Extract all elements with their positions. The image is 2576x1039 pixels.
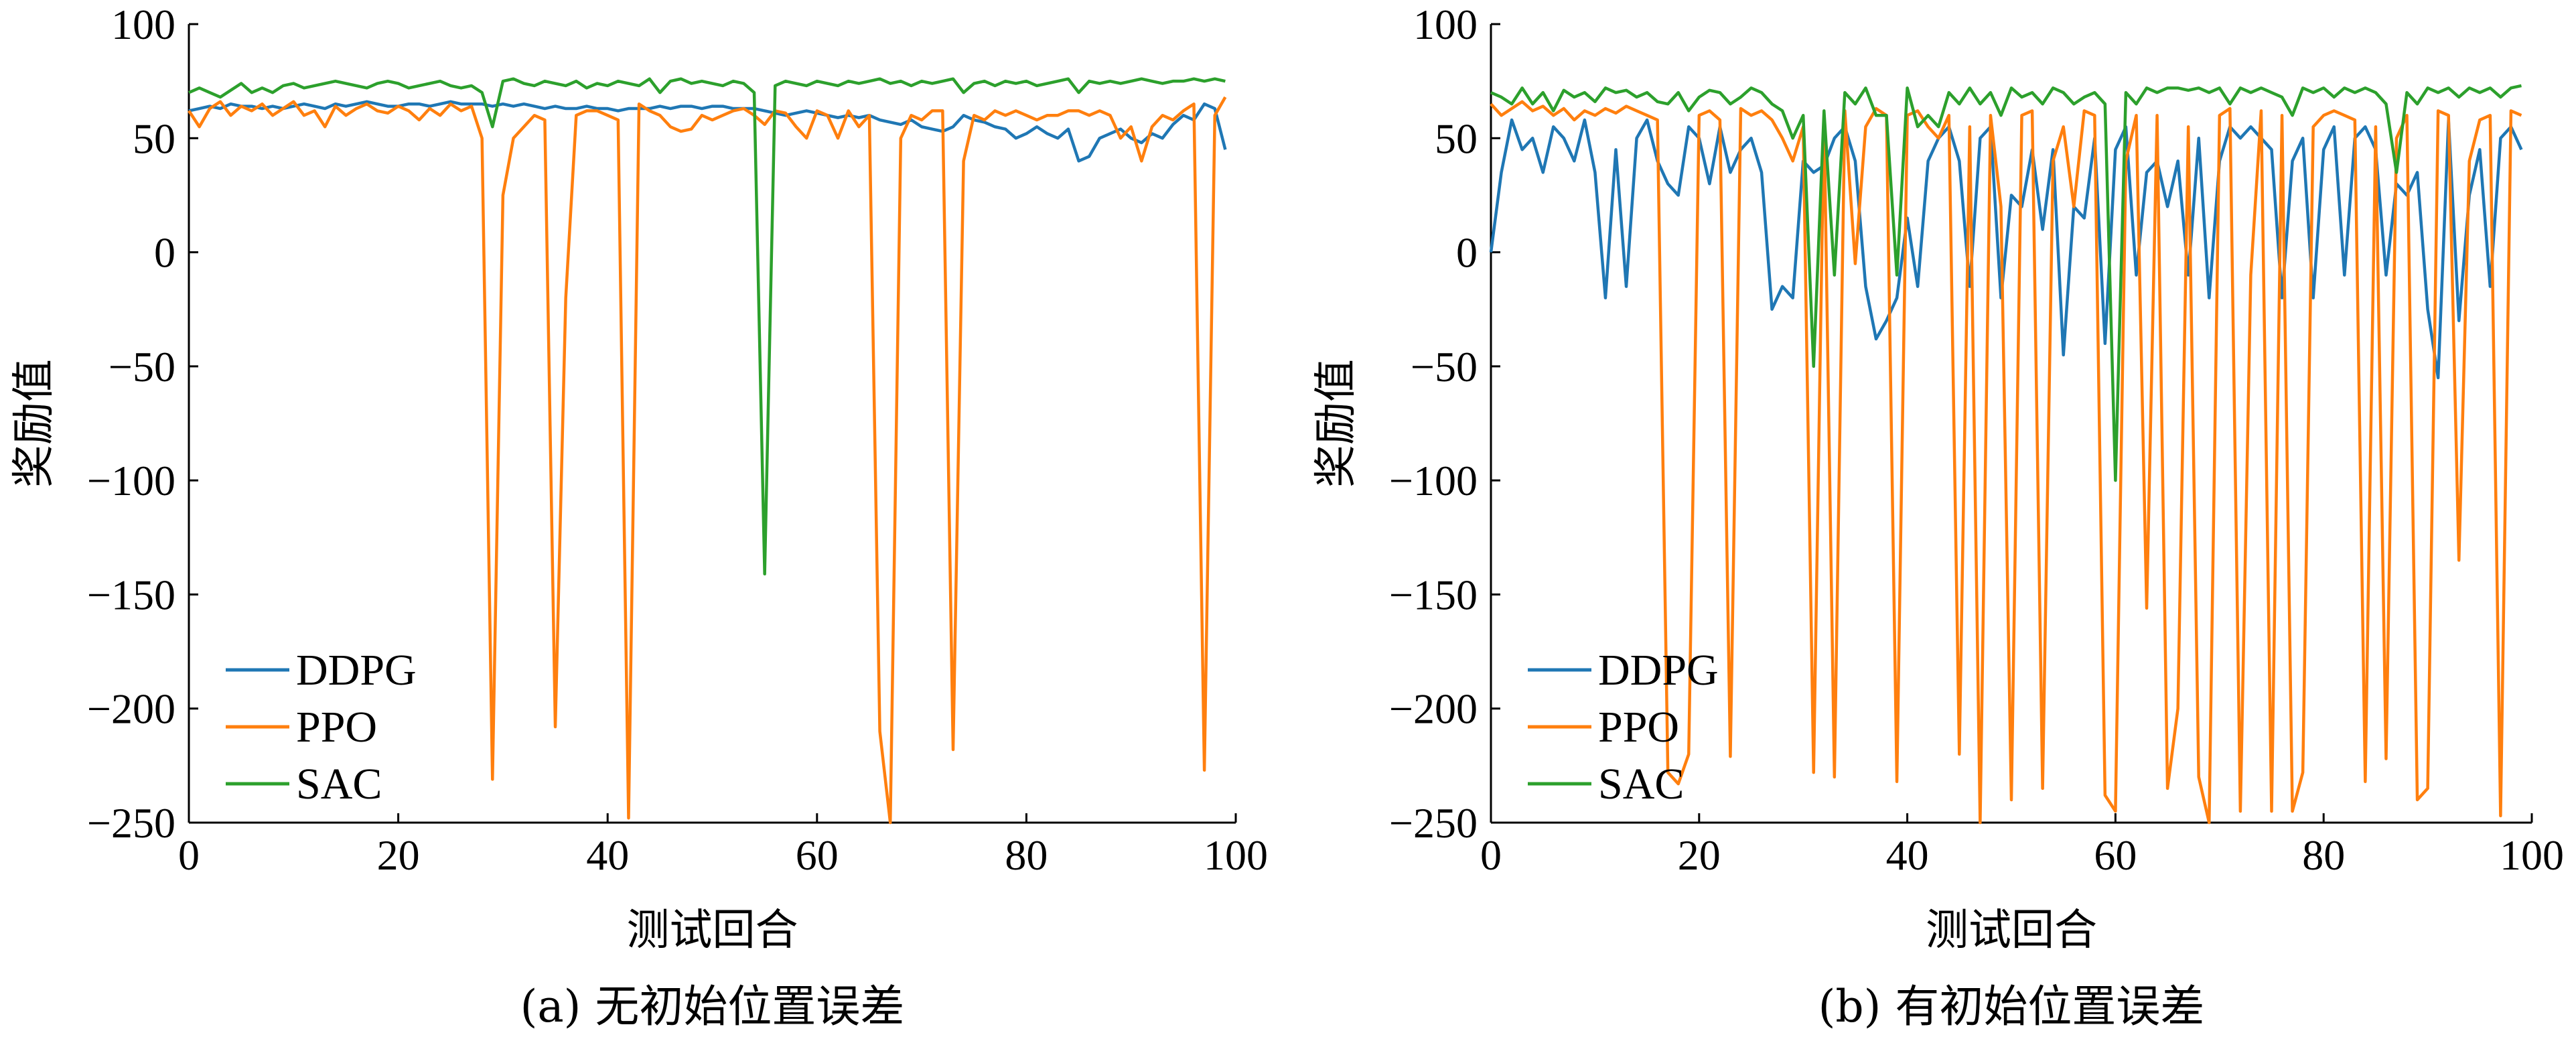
x-tick-label: 0 [178,831,200,879]
y-tick-label: −50 [109,343,175,391]
legend-label-ddpg: DDPG [296,646,417,695]
x-tick-label: 40 [586,831,629,879]
series-line-sac [188,77,1226,576]
x-axis-label: 测试回合 [627,906,798,955]
y-axis-label: 奖励值 [1311,359,1361,488]
y-tick-label: −100 [1389,457,1478,504]
subfigure-caption: (a) 无初始位置误差 [520,981,905,1032]
x-tick-label: 20 [377,831,420,879]
legend-label-sac: SAC [296,760,382,809]
series-line-ddpg [1489,118,2523,380]
x-tick-label: 100 [2500,831,2564,879]
y-tick-label: −250 [87,799,175,847]
legend-label-sac: SAC [1598,760,1684,809]
x-tick-label: 0 [1480,831,1502,879]
legend-label-ddpg: DDPG [1598,646,1719,695]
y-tick-label: 50 [1435,115,1478,162]
x-axis-label: 测试回合 [1926,906,2097,955]
x-tick-label: 20 [1678,831,1721,879]
x-tick-label: 40 [1886,831,1929,879]
series-line-ddpg [188,100,1227,163]
series-line-ppo [188,96,1227,825]
x-tick-label: 80 [2302,831,2345,879]
y-tick-label: −100 [87,457,175,504]
y-tick-label: 0 [154,229,175,277]
y-tick-label: −200 [87,685,175,733]
y-tick-label: 100 [111,1,175,48]
x-tick-label: 100 [1204,831,1268,879]
y-tick-label: 0 [1456,229,1478,277]
y-tick-label: −150 [87,571,175,618]
legend-label-ppo: PPO [1598,703,1679,752]
series-line-sac [1490,84,2522,482]
subfigure-caption: (b) 有初始位置误差 [1818,981,2205,1032]
x-tick-label: 60 [2094,831,2137,879]
series-line-ppo [1490,100,2522,825]
y-tick-label: −50 [1411,343,1478,391]
x-tick-label: 80 [1005,831,1048,879]
y-axis-label: 奖励值 [9,359,59,488]
y-tick-label: −200 [1389,685,1478,733]
y-tick-label: −250 [1389,799,1478,847]
y-tick-label: 50 [133,115,175,162]
y-tick-label: −150 [1389,571,1478,618]
x-tick-label: 60 [796,831,839,879]
legend-label-ppo: PPO [296,703,377,752]
y-tick-label: 100 [1413,1,1478,48]
